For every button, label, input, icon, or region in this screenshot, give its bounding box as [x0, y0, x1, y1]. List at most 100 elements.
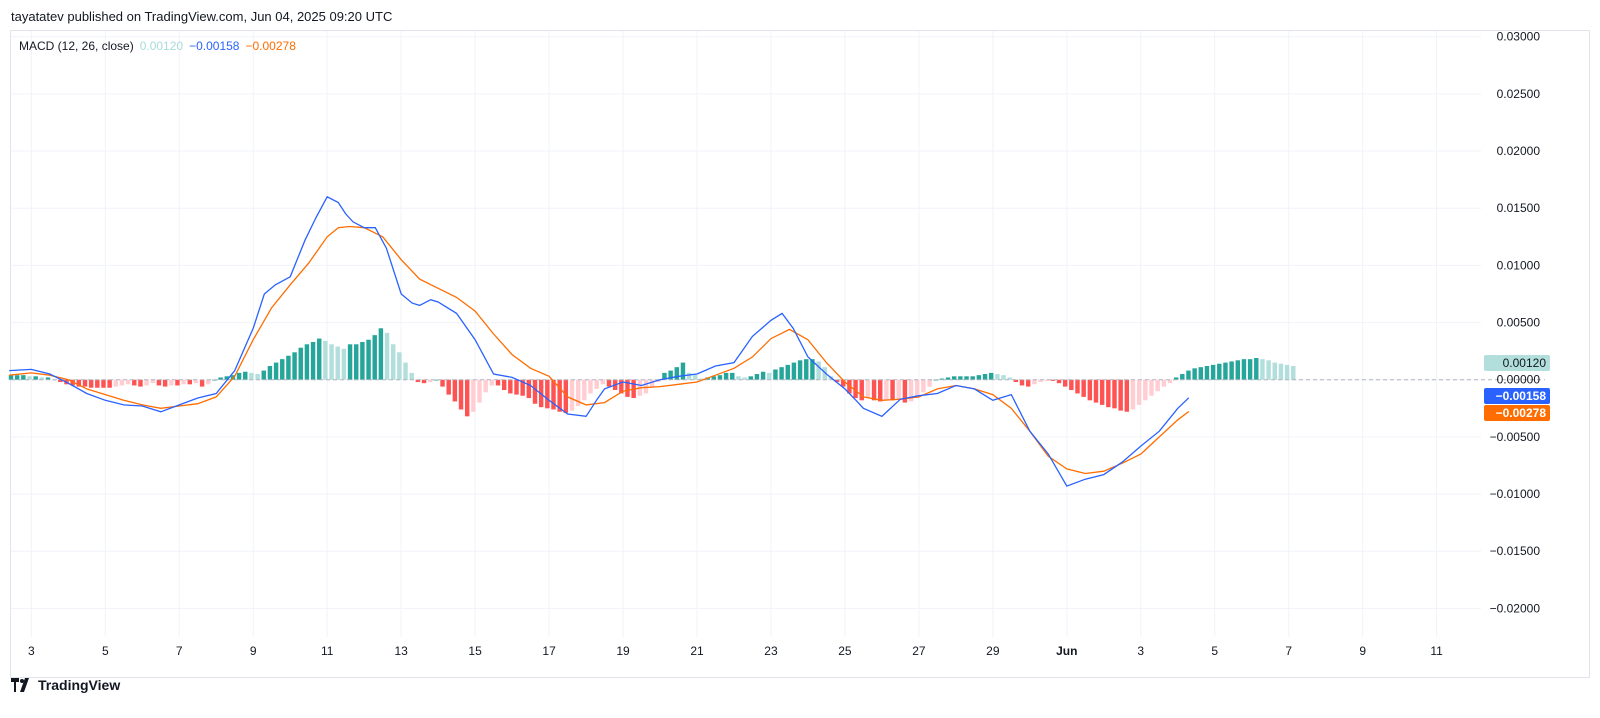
histogram-bar: [1186, 370, 1191, 380]
tradingview-logo[interactable]: TradingView: [11, 677, 120, 693]
signal-line: [9, 225, 1190, 475]
histogram-bar: [397, 352, 402, 380]
histogram-bar: [896, 379, 901, 400]
histogram-bar: [323, 340, 328, 380]
histogram-bar: [865, 379, 871, 399]
histogram-bar: [218, 377, 223, 380]
histogram-bar: [138, 379, 143, 387]
histogram-bar: [1044, 379, 1049, 381]
histogram-bar: [14, 375, 20, 380]
histogram-bar: [341, 348, 347, 380]
histogram-bar: [649, 379, 655, 387]
y-tick-label: 0.02500: [1497, 87, 1541, 101]
histogram-bar: [144, 379, 149, 386]
histogram-bar: [1167, 379, 1173, 384]
histogram-bar: [1235, 360, 1241, 380]
histogram-bar: [415, 379, 421, 383]
x-tick-label: 3: [28, 644, 35, 658]
macd-line: [9, 195, 1190, 487]
histogram-bar: [1075, 379, 1080, 394]
histogram-bar: [736, 376, 741, 380]
histogram-bar: [125, 379, 131, 385]
histogram-bar: [600, 379, 606, 385]
histogram-bar: [501, 379, 507, 391]
legend-indicator-name: MACD (12, 26, close): [19, 39, 134, 53]
x-tick-label: 9: [250, 644, 257, 658]
histogram-bar: [982, 374, 988, 380]
histogram-bar: [76, 379, 82, 387]
histogram-bar: [58, 379, 63, 383]
x-tick-label: 5: [102, 644, 109, 658]
histogram-bar: [132, 379, 137, 386]
histogram-bar: [409, 372, 414, 380]
histogram-bar: [773, 369, 778, 380]
histogram-bar: [1217, 363, 1222, 380]
histogram-bar: [304, 344, 310, 380]
histogram-bar: [335, 346, 340, 380]
histogram-bar: [908, 379, 914, 402]
histogram-bar: [1050, 379, 1056, 381]
histogram-bar: [206, 379, 211, 385]
histogram-bar: [1025, 379, 1031, 387]
histogram-bar: [1284, 364, 1290, 380]
histogram-bar: [730, 372, 735, 380]
histogram-bar: [181, 379, 186, 385]
x-tick-label: Jun: [1056, 644, 1077, 658]
histogram-bar: [384, 332, 390, 380]
histogram-bar: [243, 371, 248, 380]
histogram-bar: [810, 359, 815, 380]
chart-pane[interactable]: [10, 30, 1590, 678]
histogram-bar: [606, 379, 612, 387]
histogram-bar: [970, 376, 975, 380]
indicator-legend[interactable]: MACD (12, 26, close) 0.00120 −0.00158 −0.00…: [19, 39, 302, 53]
x-axis[interactable]: 3 5 7 9 11 13 15 17 19 21 23 25 27 29 Jun 3 5 7 9 11: [28, 644, 1443, 658]
histogram-bar: [471, 379, 476, 412]
histogram-bar: [760, 371, 766, 380]
histogram-bar: [1007, 377, 1012, 380]
x-tick-label: 3: [1137, 644, 1144, 658]
y-tick-label: −0.01000: [1490, 487, 1541, 501]
histogram-bar: [822, 367, 827, 380]
x-tick-label: 15: [468, 644, 482, 658]
histogram-bar: [483, 379, 488, 393]
histogram-bar: [1254, 358, 1259, 380]
histogram-bar: [569, 379, 575, 411]
histogram-bar: [298, 347, 303, 380]
histogram-bar: [785, 364, 790, 380]
histogram-bar: [1204, 366, 1210, 380]
histogram-bar: [890, 379, 895, 401]
x-tick-label: 25: [838, 644, 852, 658]
histogram-bar: [372, 335, 377, 380]
histogram-bar: [1062, 379, 1068, 387]
histogram-bar: [107, 379, 112, 388]
y-axis[interactable]: 0.03000 0.02500 0.02000 0.01500 0.01000 0.005…: [1490, 30, 1541, 616]
histogram-bar: [452, 379, 458, 402]
histogram-bar: [169, 379, 174, 386]
histogram-bar: [575, 379, 581, 407]
grid: [11, 31, 1481, 637]
histogram-bar: [945, 377, 951, 380]
histogram-bar: [292, 352, 297, 380]
histogram-bar: [791, 362, 797, 380]
histogram-bar: [779, 367, 784, 380]
histogram-bar: [1278, 363, 1284, 380]
histogram-bar: [446, 379, 451, 395]
tradingview-logo-icon: [11, 678, 29, 692]
x-tick-label: 29: [986, 644, 1000, 658]
histogram-bar: [532, 379, 538, 404]
macd-price-badge: [1484, 388, 1550, 404]
histogram-bar: [378, 328, 384, 380]
histogram-bar: [199, 379, 205, 387]
histogram-bar: [1130, 379, 1136, 410]
histogram-bar: [156, 379, 162, 386]
histogram-bar: [1229, 361, 1234, 380]
histogram-bar: [717, 375, 723, 380]
histogram-bar: [514, 379, 519, 395]
histogram-bar: [871, 379, 877, 401]
histogram-bar: [261, 370, 266, 380]
histogram-bar: [273, 362, 279, 380]
histogram-bar: [495, 379, 501, 386]
histogram-bar: [280, 359, 285, 380]
histogram-bar: [150, 379, 156, 384]
